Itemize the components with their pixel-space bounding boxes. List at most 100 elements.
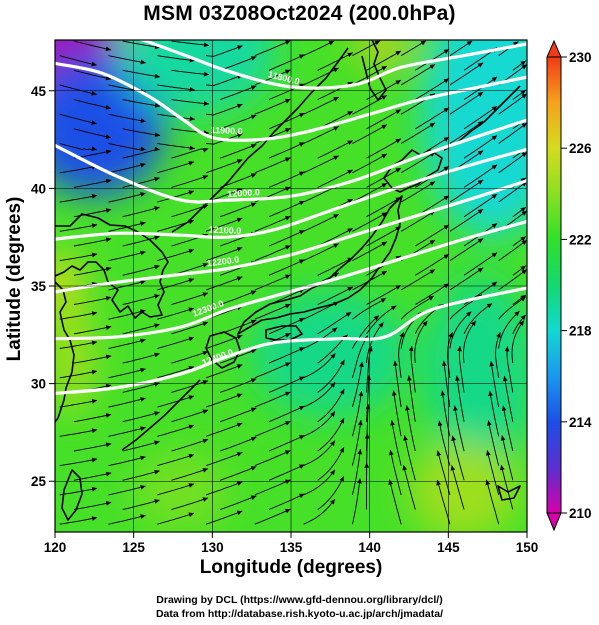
wind-arrow-72 — [202, 409, 209, 414]
wind-arrow-252 — [202, 147, 209, 153]
streamline-268 — [449, 120, 484, 144]
streamline-95 — [317, 359, 345, 393]
x-tick-label: 125 — [122, 540, 145, 555]
streamline-141 — [108, 309, 146, 320]
streamline-102 — [157, 366, 195, 379]
colorbar-scale — [546, 56, 562, 514]
wind-arrow-33 — [250, 466, 257, 471]
streamline-122 — [157, 337, 195, 349]
wind-arrow-161 — [140, 280, 146, 285]
streamline-48 — [438, 420, 451, 466]
streamline-32 — [171, 468, 209, 481]
wind-arrow-184 — [285, 245, 291, 250]
streamline-22 — [157, 483, 195, 496]
wind-arrow-202 — [188, 219, 194, 225]
streamline-92 — [171, 380, 209, 393]
streamline-70 — [73, 413, 112, 423]
wind-arrow-244 — [285, 157, 291, 162]
wind-arrow-78 — [455, 375, 460, 382]
streamline-171 — [122, 265, 160, 276]
wind-arrow-53 — [250, 436, 257, 442]
streamline-18 — [451, 465, 465, 510]
streamline-174 — [268, 259, 305, 276]
streamline-200 — [59, 224, 98, 232]
streamline-154 — [268, 288, 305, 305]
streamline-214 — [268, 200, 305, 218]
wind-arrow-152 — [202, 292, 209, 297]
wind-arrow-217 — [443, 195, 450, 201]
streamline-274 — [268, 112, 305, 130]
wind-arrow-305 — [333, 67, 339, 73]
wind-arrow-182 — [188, 248, 194, 254]
streamline-222 — [157, 190, 195, 203]
streamline-305 — [303, 67, 340, 86]
streamline-181 — [108, 251, 146, 262]
wind-arrow-206 — [381, 212, 387, 218]
y-tick-label: 45 — [31, 84, 47, 99]
streamline-17 — [403, 464, 416, 510]
wind-arrow-246 — [381, 153, 387, 159]
colorbar-tick-label: 214 — [569, 415, 592, 430]
wind-arrow-125 — [331, 327, 338, 333]
wind-arrow-103 — [236, 364, 243, 369]
x-axis-label: Longitude (degrees) — [199, 557, 383, 578]
wind-arrow-249 — [521, 152, 527, 158]
wind-arrow-56 — [365, 404, 371, 410]
wind-arrow-66 — [358, 390, 364, 397]
streamline-227 — [400, 181, 436, 203]
wind-arrow-242 — [188, 161, 194, 166]
x-axis-ticks: 120 125 130 135 140 145 150 — [44, 532, 538, 555]
streamline-56 — [366, 404, 369, 452]
wind-arrow-65 — [330, 411, 336, 417]
streamline-204 — [254, 215, 291, 232]
colorbar-tick-label: 230 — [569, 50, 592, 65]
streamline-119 — [511, 320, 525, 364]
streamline-28 — [437, 450, 451, 496]
wind-arrow-123 — [236, 334, 243, 340]
colorbar-tick-label: 226 — [569, 141, 592, 156]
streamline-291 — [122, 99, 161, 107]
contour-12300.0 — [55, 220, 527, 341]
wind-arrow-91 — [154, 381, 160, 387]
streamline-9 — [486, 479, 500, 525]
wind-arrow-116 — [378, 322, 384, 328]
contour-12100.0 — [55, 147, 527, 241]
streamline-238 — [463, 164, 498, 188]
streamline-300 — [59, 84, 97, 95]
streamline-151 — [122, 294, 160, 305]
streamline-196 — [366, 226, 402, 247]
streamline-71 — [122, 411, 160, 423]
wind-arrow-135 — [345, 312, 352, 317]
wind-arrow-189 — [521, 240, 527, 246]
streamline-313 — [220, 56, 257, 71]
streamline-88 — [443, 360, 451, 408]
streamline-98 — [458, 346, 465, 393]
wind-arrow-118 — [470, 320, 476, 327]
wind-arrow-273 — [250, 114, 257, 120]
streamline-234 — [268, 171, 305, 188]
streamline-37 — [404, 435, 416, 481]
wind-arrow-164 — [285, 274, 291, 280]
streamline-281 — [108, 113, 146, 122]
wind-arrow-208 — [477, 209, 484, 214]
wind-arrow-326 — [374, 40, 381, 46]
streamline-1 — [108, 514, 146, 525]
wind-arrow-51 — [154, 440, 160, 446]
wind-arrow-289 — [521, 93, 527, 99]
streamline-330 — [73, 40, 112, 51]
wind-arrow-269 — [521, 122, 527, 128]
wind-arrow-150 — [105, 295, 112, 301]
temperature-zone-5 — [424, 276, 527, 472]
wind-arrow-256 — [395, 138, 401, 144]
wind-arrow-119 — [519, 320, 524, 326]
wind-arrow-170 — [105, 266, 112, 272]
wind-arrow-153 — [250, 290, 257, 295]
wind-arrow-41 — [140, 455, 146, 461]
wind-arrow-280 — [91, 120, 97, 125]
streamline-208 — [449, 208, 484, 232]
wind-arrow-46 — [357, 420, 363, 426]
streamline-180 — [59, 253, 98, 262]
wind-arrow-293 — [250, 85, 257, 90]
x-tick-label: 135 — [280, 540, 303, 555]
streamline-184 — [254, 245, 291, 262]
